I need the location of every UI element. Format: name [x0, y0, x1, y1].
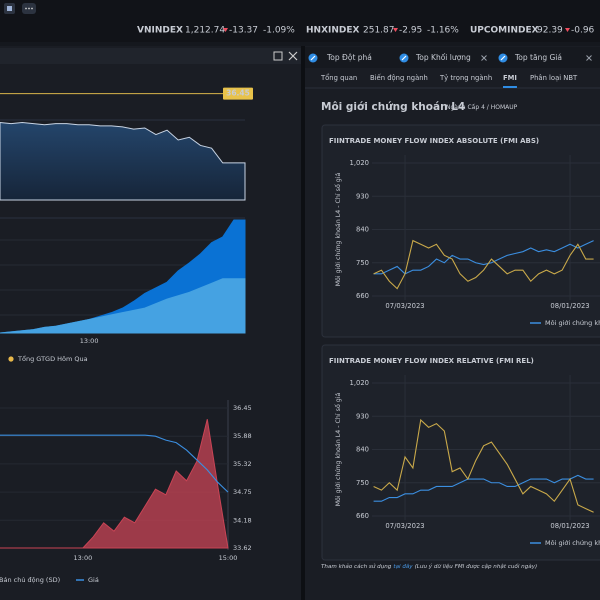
tab-bar: [305, 47, 600, 68]
menu-dot: [28, 7, 30, 10]
legend-label: Tổng GTGD Hôm Qua: [17, 354, 88, 363]
app-icon-glyph: [7, 6, 12, 11]
subtab[interactable]: FMI: [503, 74, 517, 82]
subtab[interactable]: Tổng quan: [320, 73, 357, 82]
left-panel-header: [0, 48, 301, 64]
menu-dot: [31, 7, 33, 10]
y2-tick-label: 34.18: [233, 516, 252, 524]
x-tick-label: 13:00: [80, 337, 99, 345]
y-tick-label: 660: [356, 512, 369, 520]
line: [373, 239, 594, 290]
y2-tick-label: 35.88: [233, 432, 252, 440]
ticker-percent: -1.16%: [427, 26, 459, 36]
footer-text: Tham khảo cách sử dụng: [321, 563, 392, 570]
card-title: FIINTRADE MONEY FLOW INDEX ABSOLUTE (FMI…: [329, 137, 539, 145]
subtab[interactable]: Biến động ngành: [370, 74, 428, 82]
x-tick-label: 08/01/2023: [550, 522, 589, 530]
divider: [301, 46, 305, 600]
legend-label[interactable]: Môi giới chứng khoán L4: [545, 539, 600, 547]
tab-close[interactable]: [586, 55, 592, 61]
subtab-indicator: [503, 86, 517, 88]
x-tick-label: 07/03/2023: [385, 302, 424, 310]
y2-tick-label: 35.32: [233, 460, 252, 468]
line: [373, 474, 594, 502]
ticker-percent: -1.09%: [263, 26, 295, 36]
tab[interactable]: Top tăng Giá: [514, 53, 562, 62]
ticker-change: -13.37: [229, 26, 258, 36]
area: [0, 122, 246, 201]
ticker-value: 92.39: [537, 26, 563, 36]
ticker-name[interactable]: VNINDEX: [137, 26, 183, 36]
reference-label: 36.45: [226, 89, 250, 98]
down-arrow: [223, 28, 228, 32]
area: [0, 278, 246, 334]
popout-button[interactable]: [273, 51, 283, 61]
y-tick-label: 840: [356, 226, 369, 234]
y-axis-title: Môi giới chứng khoán L4 - Chỉ số giá: [334, 172, 342, 286]
y-tick-label: 840: [356, 446, 369, 454]
footer-note: Tham khảo cách sử dụng tại đây (Lưu ý dữ l…: [321, 563, 537, 570]
ticker-name[interactable]: HNXINDEX: [306, 26, 360, 36]
y2-tick-label: 36.45: [233, 404, 252, 412]
toolbar: [0, 0, 600, 42]
subtab[interactable]: Phân loại NBT: [530, 74, 578, 82]
y2-tick-label: 33.62: [233, 544, 252, 552]
legend-label: Giá: [88, 576, 99, 584]
x-tick-label: 08/01/2023: [550, 302, 589, 310]
tab[interactable]: Top Khối lượng: [415, 53, 471, 62]
tab-close[interactable]: [481, 55, 487, 61]
y2-tick-label: 34.75: [233, 488, 252, 496]
tab[interactable]: Top Đột phá: [326, 53, 372, 62]
card: [321, 344, 600, 561]
area: [0, 419, 229, 549]
reference-badge: [223, 87, 253, 100]
ticker-change: -0.96: [571, 26, 595, 36]
tab-icon-glyph: [401, 55, 407, 61]
ticker-change: -2.95: [399, 26, 422, 36]
footer-text: (Lưu ý dữ liệu FMI được cập nhật cuối ng…: [415, 563, 538, 570]
y-tick-label: 750: [356, 479, 369, 487]
legend-dot: [8, 356, 14, 362]
ticker-value: 251.87: [363, 26, 395, 36]
y-tick-label: 660: [356, 292, 369, 300]
section-subtitle: Ngành Cấp 4 / HOMAUP: [446, 104, 518, 111]
y-tick-label: 750: [356, 259, 369, 267]
ticker-value: 1,212.74: [185, 26, 225, 36]
x-tick-label: 07/03/2023: [385, 522, 424, 530]
y-tick-label: 1,020: [350, 159, 369, 167]
y-tick-label: 1,020: [350, 379, 369, 387]
ticker-name[interactable]: UPCOMINDEX: [470, 26, 539, 36]
x-tick-label: 13:00: [74, 554, 93, 562]
y-axis-title: Môi giới chứng khoán L4 - Chỉ số giá: [334, 392, 342, 506]
line: [373, 418, 594, 513]
subtab[interactable]: Tỷ trọng ngành: [439, 73, 492, 82]
down-arrow: [393, 28, 398, 32]
legend-label[interactable]: Môi giới chứng khoán L4: [545, 319, 600, 327]
menu-dot: [25, 7, 27, 10]
tab-icon-glyph: [500, 55, 506, 61]
line: [373, 240, 594, 275]
section-title: Môi giới chứng khoán L4: [321, 101, 465, 113]
footer-link[interactable]: tại đây: [393, 563, 413, 570]
x-tick-label: 15:00: [219, 554, 238, 562]
y-tick-label: 930: [356, 192, 369, 200]
legend-label: Bán chủ động (SD): [0, 576, 60, 584]
down-arrow: [565, 28, 570, 32]
y-tick-label: 930: [356, 412, 369, 420]
line: [0, 434, 229, 493]
card-title: FIINTRADE MONEY FLOW INDEX RELATIVE (FMI…: [329, 357, 534, 365]
tab-icon-glyph: [310, 55, 316, 61]
close-button[interactable]: [288, 51, 298, 61]
